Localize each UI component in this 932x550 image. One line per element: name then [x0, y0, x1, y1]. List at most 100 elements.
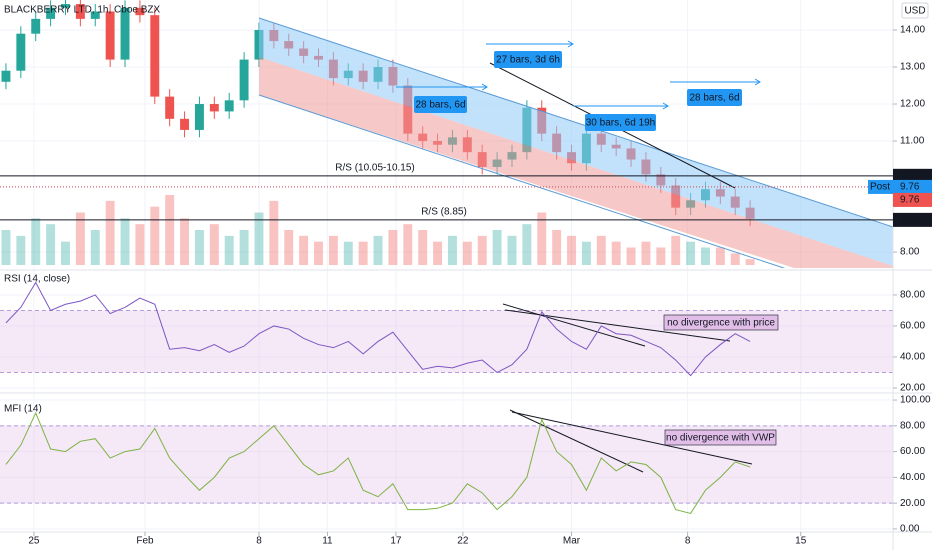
annotation: 28 bars, 6d — [415, 100, 465, 111]
candle-body — [254, 29, 264, 60]
volume-bar — [626, 247, 636, 265]
candle-body — [90, 11, 100, 19]
y-tick-label: 8.00 — [900, 247, 920, 258]
trend-line — [511, 411, 753, 465]
channel-upper — [259, 18, 893, 266]
channel — [258, 17, 893, 268]
post-label: Post — [870, 182, 890, 193]
volume-bar — [581, 241, 591, 265]
candle-body — [239, 59, 249, 101]
candle-body — [209, 104, 219, 112]
volume-bar — [180, 218, 190, 265]
candle-body — [1, 70, 11, 82]
volume-bar — [507, 235, 517, 265]
volume-bar — [701, 247, 710, 265]
currency: USD — [904, 6, 925, 17]
volume-bar — [730, 253, 740, 265]
volume-bar — [715, 247, 725, 265]
candle-body — [165, 96, 175, 119]
last-price-tag: 9.76 — [900, 195, 920, 206]
y-tick-label: 0.00 — [900, 524, 920, 535]
y-tick-label: 60.00 — [900, 446, 925, 457]
measure-arrows — [396, 40, 761, 110]
candle-body — [150, 15, 160, 97]
level-label: R/S (10.05-10.15) — [335, 162, 415, 173]
volume-bar — [537, 212, 547, 265]
volume-bar — [90, 230, 100, 265]
price-tag-bg — [893, 179, 932, 194]
volume-bar — [328, 235, 338, 265]
annotation: 28 bars, 6d — [689, 93, 739, 104]
price-tag: 10.06 — [900, 170, 925, 181]
volume-bar — [388, 230, 398, 265]
post-tag-bg — [868, 179, 893, 194]
y-tick-label: 60.00 — [900, 321, 925, 332]
volume-bar — [596, 235, 606, 265]
volume-bar — [120, 218, 130, 265]
price-tag-bg — [893, 168, 932, 183]
note: no divergence with VWP — [666, 433, 775, 444]
volume-bar — [462, 241, 472, 265]
volume-bar — [194, 230, 204, 265]
candle-body — [194, 104, 204, 130]
x-tick-label: 17 — [390, 536, 402, 547]
x-tick-label: 8 — [256, 536, 262, 547]
indicator-line — [5, 411, 751, 515]
annotation: 30 bars, 6d 19h — [586, 118, 656, 129]
volume-bar — [284, 230, 294, 265]
y-tick-label: 11.00 — [900, 136, 925, 147]
channel-line — [258, 17, 893, 228]
y-tick-label: 100.00 — [900, 395, 931, 406]
volume-bar — [31, 218, 41, 265]
volume-bar — [403, 224, 413, 265]
volume-bar — [209, 224, 219, 265]
price-tag-bg — [893, 212, 932, 227]
x-tick-label: 8 — [685, 536, 691, 547]
volume-bar — [135, 224, 145, 265]
volume-bar — [611, 241, 621, 265]
volume-bar — [165, 195, 175, 265]
volume-bar — [418, 230, 428, 265]
volume-bar — [373, 235, 383, 265]
x-tick-label: Mar — [563, 536, 581, 547]
currency-box — [901, 2, 929, 19]
candle-body — [224, 100, 234, 112]
y-tick-label: 40.00 — [900, 472, 925, 483]
y-tick-label: 40.00 — [900, 352, 925, 363]
volume-bar — [358, 241, 368, 265]
volume-bar — [239, 230, 249, 265]
volume-bar — [269, 200, 279, 265]
candle-body — [105, 11, 115, 60]
y-tick-label: 14.00 — [900, 25, 925, 36]
volume-bar — [522, 224, 532, 265]
annotation-box — [585, 114, 656, 131]
annotation: 27 bars, 3d 6h — [496, 55, 560, 66]
y-tick-label: 20.00 — [900, 383, 925, 394]
volume-bar — [224, 235, 234, 265]
channel-line — [258, 94, 786, 268]
volume-bar — [343, 241, 353, 265]
channel-lower — [259, 57, 893, 268]
volume-bar — [552, 230, 562, 265]
x-tick-label: 11 — [322, 536, 333, 547]
price-tag-bg — [893, 192, 932, 207]
y-tick-label: 13.00 — [900, 62, 925, 73]
volume-bar — [567, 235, 576, 265]
volume-bar — [61, 241, 70, 265]
trend-line — [504, 309, 731, 342]
candle-body — [61, 4, 70, 8]
y-tick-label: 20.00 — [900, 498, 925, 509]
volume-bar — [299, 235, 309, 265]
volume-bar — [447, 235, 457, 265]
candle-body — [180, 118, 190, 130]
volume-bar — [686, 241, 696, 265]
volume-bar — [492, 230, 502, 265]
volume-bar — [433, 241, 443, 265]
level-label: R/S (8.85) — [421, 207, 467, 218]
note-box — [663, 314, 779, 331]
y-tick-label: 12.00 — [900, 99, 925, 110]
candle-body — [120, 7, 130, 60]
volume-bar — [254, 212, 264, 265]
volume-bar — [314, 241, 323, 265]
